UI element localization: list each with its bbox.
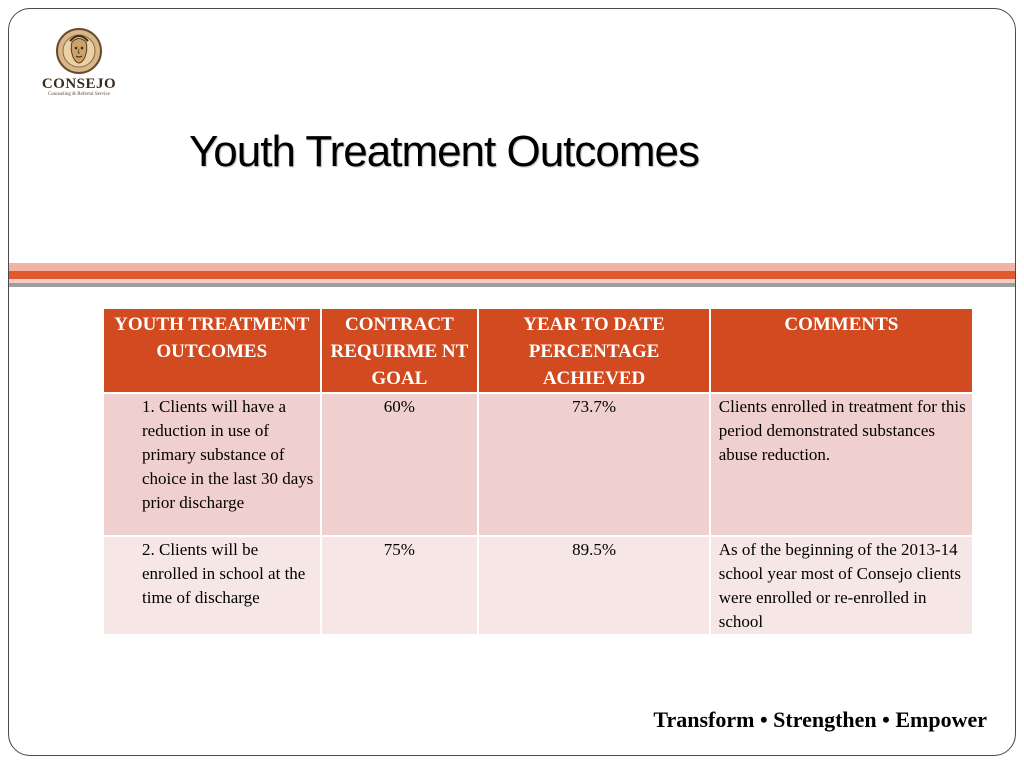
header-ytd-achieved: YEAR TO DATE PERCENTAGE ACHIEVED	[477, 307, 711, 394]
goal-cell: 75%	[319, 535, 480, 636]
accent-band-gray	[9, 283, 1015, 287]
accent-band-pale	[9, 279, 1015, 283]
comment-cell: As of the beginning of the 2013-14 schoo…	[708, 535, 975, 636]
goal-cell: 60%	[319, 392, 480, 537]
outcome-cell: 1. Clients will have a reduction in use …	[102, 392, 322, 537]
consejo-logo: CONSEJO Counseling & Referral Service	[31, 27, 127, 107]
table-header-row: YOUTH TREATMENT OUTCOMES CONTRACT REQUIR…	[102, 307, 975, 394]
header-comments: COMMENTS	[708, 307, 975, 394]
header-youth-treatment-outcomes: YOUTH TREATMENT OUTCOMES	[102, 307, 322, 394]
slide: CONSEJO Counseling & Referral Service Yo…	[8, 8, 1016, 756]
slide-title: Youth Treatment Outcomes	[189, 127, 700, 176]
outcomes-table: YOUTH TREATMENT OUTCOMES CONTRACT REQUIR…	[102, 307, 975, 636]
accent-band-light	[9, 263, 1015, 271]
table-row: 2. Clients will be enrolled in school at…	[102, 535, 975, 636]
accent-band-orange	[9, 271, 1015, 279]
ytd-cell: 73.7%	[477, 392, 711, 537]
logo-name: CONSEJO	[41, 76, 117, 92]
header-contract-goal: CONTRACT REQUIRME NT GOAL	[319, 307, 480, 394]
footer-slogan: Transform • Strengthen • Empower	[653, 707, 987, 732]
outcome-cell: 2. Clients will be enrolled in school at…	[102, 535, 322, 636]
comment-cell: Clients enrolled in treatment for this p…	[708, 392, 975, 537]
table-row: 1. Clients will have a reduction in use …	[102, 392, 975, 537]
ytd-cell: 89.5%	[477, 535, 711, 636]
face-emblem-icon	[56, 28, 102, 74]
logo-tagline: Counseling & Referral Service	[48, 92, 110, 97]
